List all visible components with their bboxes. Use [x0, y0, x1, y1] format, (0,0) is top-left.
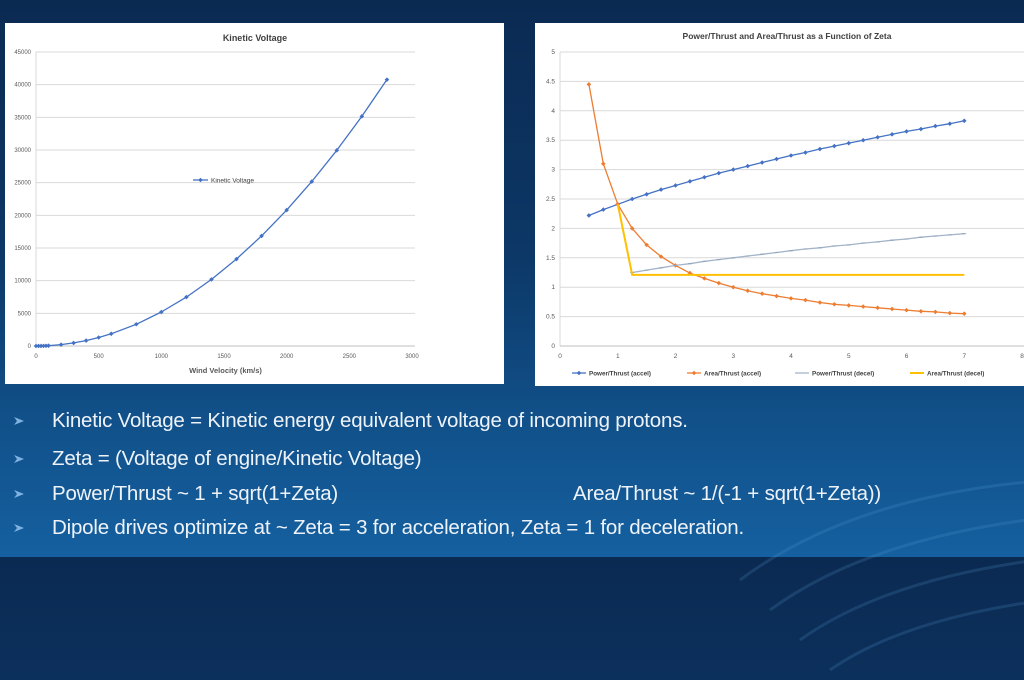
kinetic-voltage-chart: Kinetic Voltage0500010000150002000025000… [14, 33, 419, 375]
y-tick-label: 0 [551, 343, 555, 350]
data-point-marker [43, 343, 49, 349]
y-tick-label: 15000 [14, 246, 31, 252]
x-tick-label: 6 [905, 353, 909, 360]
data-point-marker [46, 343, 51, 348]
x-tick-label: 1500 [217, 354, 231, 360]
data-point-marker [133, 321, 139, 327]
x-tick-label: 500 [94, 354, 105, 360]
x-tick-label: 2000 [280, 354, 294, 360]
data-point-marker [96, 335, 101, 340]
data-point-marker [234, 256, 239, 262]
series-line [632, 233, 965, 274]
bullet-text: Kinetic Voltage = Kinetic energy equival… [52, 409, 688, 432]
data-point-marker [334, 148, 340, 153]
y-tick-label: 4.5 [546, 78, 555, 85]
y-tick-label: 40000 [14, 83, 31, 89]
y-tick-label: 5000 [18, 311, 32, 317]
y-tick-label: 30000 [14, 148, 31, 154]
data-point-marker [586, 213, 592, 218]
legend-label: Power/Thrust (decel) [812, 370, 874, 377]
y-tick-label: 1.5 [546, 255, 555, 262]
chart-legend: Kinetic Voltage [193, 178, 254, 185]
chart-title: Power/Thrust and Area/Thrust as a Functi… [683, 31, 892, 41]
y-tick-label: 10000 [14, 279, 31, 285]
legend-label: Area/Thrust (accel) [704, 370, 761, 377]
x-tick-label: 1 [616, 353, 620, 360]
data-point-marker [71, 340, 76, 346]
arrow-bullet-icon [14, 524, 24, 532]
x-tick-label: 8 [1020, 353, 1024, 360]
bullet-list: Kinetic Voltage = Kinetic energy equival… [14, 409, 882, 539]
data-point-marker [184, 294, 189, 300]
x-tick-label: 5 [847, 353, 851, 360]
data-point-marker [209, 277, 214, 282]
arrow-bullet-icon [14, 455, 24, 463]
y-tick-label: 2 [551, 225, 555, 232]
data-point-marker [83, 338, 89, 343]
data-point-marker [58, 342, 64, 347]
y-tick-label: 20000 [14, 213, 31, 219]
y-tick-label: 25000 [14, 181, 31, 187]
y-tick-label: 0 [28, 344, 32, 350]
x-tick-label: 3 [731, 353, 735, 360]
data-point-marker [384, 77, 390, 82]
data-point-marker [41, 343, 46, 349]
y-tick-label: 5 [551, 49, 555, 56]
y-tick-label: 1 [551, 284, 555, 291]
kinetic-voltage-chart-panel: Kinetic Voltage 0 5000 10000 15000 20000 25000… [5, 23, 504, 384]
x-tick-label: 1000 [155, 354, 169, 360]
data-point-marker [359, 114, 365, 119]
data-point-marker [108, 331, 114, 337]
bullet-text: Power/Thrust ~ 1 + sqrt(1+Zeta) [52, 482, 339, 505]
x-tick-label: 2500 [343, 354, 357, 360]
bullet-text: Dipole drives optimize at ~ Zeta = 3 for… [52, 516, 744, 539]
data-point-marker [309, 179, 315, 184]
bullet-text-right: Area/Thrust ~ 1/(-1 + sqrt(1+Zeta)) [573, 482, 882, 505]
data-point-marker [259, 233, 264, 239]
x-tick-label: 2 [674, 353, 678, 360]
legend-label: Kinetic Voltage [211, 178, 254, 185]
bullet-text: Zeta = (Voltage of engine/Kinetic Voltag… [52, 447, 422, 470]
x-tick-label: 0 [558, 353, 562, 360]
y-tick-label: 0.5 [546, 314, 555, 321]
legend-label: Power/Thrust (accel) [589, 370, 651, 377]
legend-marker [198, 177, 203, 183]
power-area-thrust-chart: Power/Thrust and Area/Thrust as a Functi… [546, 31, 1024, 377]
y-tick-label: 35000 [14, 115, 31, 121]
y-tick-label: 3.5 [546, 137, 555, 144]
x-tick-label: 7 [962, 353, 966, 360]
arrow-bullet-icon [14, 417, 24, 425]
data-point-marker [284, 207, 289, 213]
series-line [616, 204, 965, 276]
chart-title: Kinetic Voltage [223, 33, 287, 43]
power-area-thrust-chart-panel: Power/Thrust and Area/Thrust as a Functi… [535, 23, 1024, 386]
x-tick-label: 3000 [405, 354, 419, 360]
y-tick-label: 2.5 [546, 196, 555, 203]
data-point-marker [38, 343, 44, 349]
y-tick-label: 3 [551, 167, 555, 174]
x-tick-label: 0 [34, 354, 38, 360]
legend-label: Area/Thrust (decel) [927, 370, 984, 377]
data-point-marker [36, 343, 41, 349]
x-tick-label: 4 [789, 353, 793, 360]
x-axis-label: Wind Velocity (km/s) [189, 366, 262, 375]
data-point-marker [159, 309, 164, 315]
arrow-bullet-icon [14, 490, 24, 498]
y-tick-label: 45000 [14, 50, 31, 56]
y-tick-label: 4 [551, 108, 555, 115]
